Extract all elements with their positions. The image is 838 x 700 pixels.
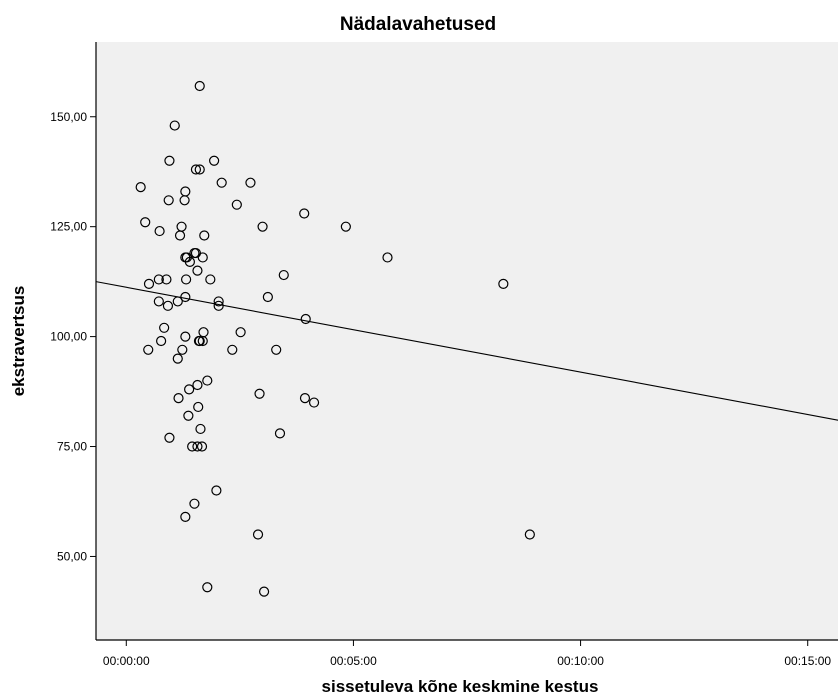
- data-point: [153, 296, 164, 307]
- data-point: [211, 485, 222, 496]
- data-point: [192, 441, 203, 452]
- data-point: [194, 335, 205, 347]
- data-point: [274, 428, 286, 439]
- x-tick-label: 00:10:00: [557, 654, 604, 668]
- data-point: [252, 529, 264, 540]
- data-point: [189, 498, 200, 509]
- data-point: [161, 274, 172, 285]
- data-point: [299, 208, 310, 219]
- data-point: [179, 195, 190, 206]
- data-points: [135, 80, 535, 597]
- data-point: [177, 344, 188, 355]
- data-point: [154, 225, 165, 237]
- data-point: [235, 327, 246, 338]
- data-point: [308, 397, 320, 408]
- data-point: [164, 432, 175, 443]
- data-point: [257, 221, 268, 232]
- y-axis-ticks: 50,00 75,00 100,00 125,00 150,00: [50, 110, 96, 563]
- data-point: [262, 291, 273, 303]
- data-point: [231, 199, 242, 210]
- data-point: [181, 252, 192, 263]
- data-point: [143, 344, 154, 355]
- data-point: [216, 177, 227, 188]
- data-point: [180, 511, 191, 522]
- data-point: [209, 155, 220, 166]
- data-point: [254, 388, 265, 399]
- data-point: [189, 247, 200, 259]
- data-point: [193, 401, 204, 413]
- fit-line: [95, 281, 838, 421]
- x-axis-label: sissetuleva kõne keskmine kestus: [322, 677, 599, 696]
- data-point: [163, 195, 174, 206]
- data-point: [498, 278, 509, 289]
- data-point: [227, 344, 238, 355]
- data-point: [173, 393, 184, 404]
- data-point: [197, 335, 208, 347]
- y-tick-label: 125,00: [50, 220, 87, 234]
- data-point: [524, 529, 535, 540]
- data-point: [192, 265, 203, 276]
- x-tick-label: 00:05:00: [330, 654, 377, 668]
- data-point: [172, 353, 183, 364]
- data-point: [156, 335, 167, 347]
- data-point: [143, 278, 155, 289]
- data-point: [205, 274, 216, 285]
- y-tick-label: 150,00: [50, 110, 87, 124]
- plot-area: [96, 42, 838, 640]
- x-tick-label: 00:00:00: [103, 654, 150, 668]
- data-point: [184, 384, 195, 395]
- y-axis-label: ekstravertsus: [9, 286, 28, 397]
- data-point: [202, 582, 213, 593]
- data-point: [162, 300, 174, 311]
- data-point: [135, 182, 146, 193]
- data-point: [258, 586, 270, 597]
- data-point: [382, 252, 393, 263]
- data-point: [340, 221, 351, 232]
- data-point: [190, 164, 202, 175]
- x-tick-label: 00:15:00: [784, 654, 831, 668]
- data-point: [187, 441, 198, 452]
- y-tick-label: 50,00: [57, 549, 87, 563]
- data-point: [183, 410, 194, 421]
- data-point: [172, 296, 183, 307]
- data-point: [300, 313, 311, 325]
- data-point: [181, 274, 192, 285]
- data-point: [140, 217, 151, 228]
- data-point: [180, 291, 191, 303]
- data-point: [202, 375, 213, 386]
- data-point: [196, 441, 208, 452]
- data-point: [199, 230, 210, 241]
- x-axis-ticks: 00:00:00 00:05:00 00:10:00 00:15:00: [103, 640, 831, 668]
- data-point: [192, 379, 203, 391]
- data-point: [213, 300, 224, 311]
- chart-title: Nädalavahetused: [340, 14, 496, 35]
- data-point: [278, 269, 289, 281]
- data-point: [299, 393, 311, 404]
- data-point: [164, 155, 175, 166]
- data-point: [245, 177, 256, 188]
- data-point: [194, 164, 205, 175]
- data-point: [194, 80, 205, 92]
- data-point: [271, 344, 282, 355]
- data-point: [195, 423, 206, 435]
- data-point: [153, 274, 164, 285]
- data-point: [169, 120, 180, 131]
- data-point: [197, 252, 208, 263]
- data-point: [159, 322, 170, 333]
- y-tick-label: 75,00: [57, 440, 87, 454]
- data-point: [180, 331, 191, 342]
- data-point: [213, 296, 224, 307]
- y-tick-label: 100,00: [50, 330, 87, 344]
- data-point: [174, 230, 186, 241]
